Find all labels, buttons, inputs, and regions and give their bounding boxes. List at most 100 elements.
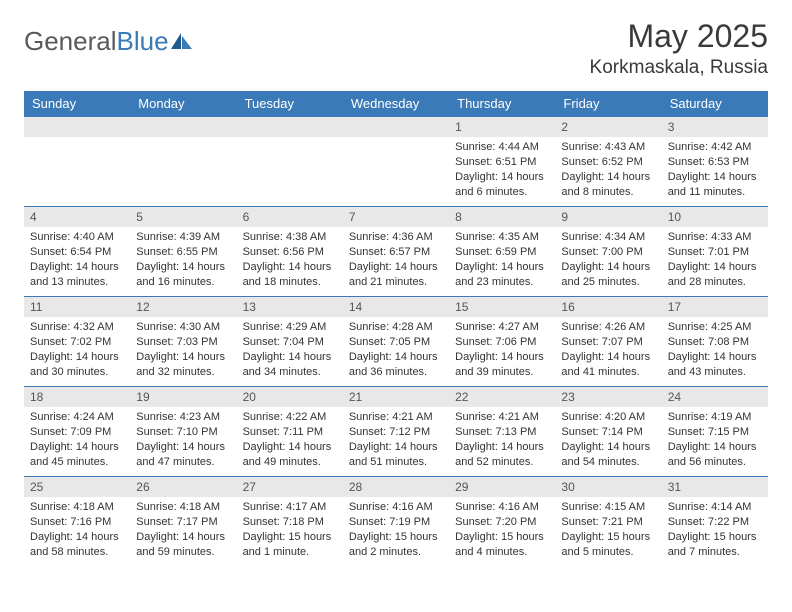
calendar-cell: 5Sunrise: 4:39 AMSunset: 6:55 PMDaylight…: [130, 207, 236, 297]
cell-body: Sunrise: 4:38 AMSunset: 6:56 PMDaylight:…: [237, 227, 343, 295]
day-number: 1: [449, 117, 555, 137]
calendar-cell: 6Sunrise: 4:38 AMSunset: 6:56 PMDaylight…: [237, 207, 343, 297]
daylight-line: Daylight: 14 hours and 32 minutes.: [136, 350, 230, 380]
cell-body: Sunrise: 4:16 AMSunset: 7:20 PMDaylight:…: [449, 497, 555, 565]
calendar-cell: 3Sunrise: 4:42 AMSunset: 6:53 PMDaylight…: [662, 117, 768, 207]
sunrise-line: Sunrise: 4:21 AM: [349, 410, 443, 425]
sunrise-line: Sunrise: 4:18 AM: [136, 500, 230, 515]
sunset-line: Sunset: 7:20 PM: [455, 515, 549, 530]
daylight-line: Daylight: 14 hours and 41 minutes.: [561, 350, 655, 380]
cell-body: Sunrise: 4:24 AMSunset: 7:09 PMDaylight:…: [24, 407, 130, 475]
sunset-line: Sunset: 7:17 PM: [136, 515, 230, 530]
day-number: 31: [662, 477, 768, 497]
daylight-line: Daylight: 14 hours and 18 minutes.: [243, 260, 337, 290]
calendar-cell: 14Sunrise: 4:28 AMSunset: 7:05 PMDayligh…: [343, 297, 449, 387]
calendar-cell: 22Sunrise: 4:21 AMSunset: 7:13 PMDayligh…: [449, 387, 555, 477]
sunrise-line: Sunrise: 4:23 AM: [136, 410, 230, 425]
sunrise-line: Sunrise: 4:43 AM: [561, 140, 655, 155]
day-header: Friday: [555, 91, 661, 117]
sunset-line: Sunset: 7:05 PM: [349, 335, 443, 350]
day-header: Thursday: [449, 91, 555, 117]
daylight-line: Daylight: 14 hours and 54 minutes.: [561, 440, 655, 470]
sunset-line: Sunset: 7:18 PM: [243, 515, 337, 530]
calendar-row: 4Sunrise: 4:40 AMSunset: 6:54 PMDaylight…: [24, 207, 768, 297]
calendar-cell: [130, 117, 236, 207]
daylight-line: Daylight: 14 hours and 59 minutes.: [136, 530, 230, 560]
calendar-cell: 13Sunrise: 4:29 AMSunset: 7:04 PMDayligh…: [237, 297, 343, 387]
cell-body: Sunrise: 4:21 AMSunset: 7:13 PMDaylight:…: [449, 407, 555, 475]
day-number: 3: [662, 117, 768, 137]
calendar-cell: 18Sunrise: 4:24 AMSunset: 7:09 PMDayligh…: [24, 387, 130, 477]
daylight-line: Daylight: 15 hours and 5 minutes.: [561, 530, 655, 560]
cell-body: Sunrise: 4:18 AMSunset: 7:16 PMDaylight:…: [24, 497, 130, 565]
day-number: 13: [237, 297, 343, 317]
sunset-line: Sunset: 6:56 PM: [243, 245, 337, 260]
sunset-line: Sunset: 6:55 PM: [136, 245, 230, 260]
daylight-line: Daylight: 14 hours and 28 minutes.: [668, 260, 762, 290]
cell-body: Sunrise: 4:28 AMSunset: 7:05 PMDaylight:…: [343, 317, 449, 385]
calendar-cell: [237, 117, 343, 207]
sunset-line: Sunset: 7:06 PM: [455, 335, 549, 350]
day-number: 7: [343, 207, 449, 227]
sunset-line: Sunset: 7:03 PM: [136, 335, 230, 350]
cell-body: Sunrise: 4:17 AMSunset: 7:18 PMDaylight:…: [237, 497, 343, 565]
day-number: 28: [343, 477, 449, 497]
day-header: Saturday: [662, 91, 768, 117]
day-number: [24, 117, 130, 137]
daylight-line: Daylight: 14 hours and 39 minutes.: [455, 350, 549, 380]
cell-body: Sunrise: 4:40 AMSunset: 6:54 PMDaylight:…: [24, 227, 130, 295]
day-number: 9: [555, 207, 661, 227]
calendar-row: 18Sunrise: 4:24 AMSunset: 7:09 PMDayligh…: [24, 387, 768, 477]
day-number: 17: [662, 297, 768, 317]
day-number: 30: [555, 477, 661, 497]
day-number: [343, 117, 449, 137]
month-title: May 2025: [590, 18, 768, 55]
calendar-cell: 2Sunrise: 4:43 AMSunset: 6:52 PMDaylight…: [555, 117, 661, 207]
cell-body: Sunrise: 4:33 AMSunset: 7:01 PMDaylight:…: [662, 227, 768, 295]
day-number: 12: [130, 297, 236, 317]
sunrise-line: Sunrise: 4:27 AM: [455, 320, 549, 335]
sunset-line: Sunset: 7:09 PM: [30, 425, 124, 440]
calendar-body: 1Sunrise: 4:44 AMSunset: 6:51 PMDaylight…: [24, 117, 768, 567]
logo-text-blue: Blue: [117, 26, 169, 56]
daylight-line: Daylight: 14 hours and 52 minutes.: [455, 440, 549, 470]
daylight-line: Daylight: 14 hours and 58 minutes.: [30, 530, 124, 560]
daylight-line: Daylight: 15 hours and 2 minutes.: [349, 530, 443, 560]
day-number: 5: [130, 207, 236, 227]
sunrise-line: Sunrise: 4:20 AM: [561, 410, 655, 425]
sunrise-line: Sunrise: 4:24 AM: [30, 410, 124, 425]
sunset-line: Sunset: 7:02 PM: [30, 335, 124, 350]
calendar-cell: 12Sunrise: 4:30 AMSunset: 7:03 PMDayligh…: [130, 297, 236, 387]
calendar-cell: 30Sunrise: 4:15 AMSunset: 7:21 PMDayligh…: [555, 477, 661, 567]
sunrise-line: Sunrise: 4:39 AM: [136, 230, 230, 245]
cell-body: Sunrise: 4:43 AMSunset: 6:52 PMDaylight:…: [555, 137, 661, 205]
cell-body: Sunrise: 4:32 AMSunset: 7:02 PMDaylight:…: [24, 317, 130, 385]
calendar-row: 25Sunrise: 4:18 AMSunset: 7:16 PMDayligh…: [24, 477, 768, 567]
day-number: 21: [343, 387, 449, 407]
calendar-cell: 27Sunrise: 4:17 AMSunset: 7:18 PMDayligh…: [237, 477, 343, 567]
day-number: 15: [449, 297, 555, 317]
daylight-line: Daylight: 15 hours and 4 minutes.: [455, 530, 549, 560]
daylight-line: Daylight: 14 hours and 13 minutes.: [30, 260, 124, 290]
sunrise-line: Sunrise: 4:32 AM: [30, 320, 124, 335]
calendar-cell: 9Sunrise: 4:34 AMSunset: 7:00 PMDaylight…: [555, 207, 661, 297]
day-header: Monday: [130, 91, 236, 117]
day-number: 18: [24, 387, 130, 407]
day-number: 11: [24, 297, 130, 317]
daylight-line: Daylight: 14 hours and 11 minutes.: [668, 170, 762, 200]
cell-body: Sunrise: 4:19 AMSunset: 7:15 PMDaylight:…: [662, 407, 768, 475]
cell-body: Sunrise: 4:18 AMSunset: 7:17 PMDaylight:…: [130, 497, 236, 565]
calendar-cell: 28Sunrise: 4:16 AMSunset: 7:19 PMDayligh…: [343, 477, 449, 567]
sunrise-line: Sunrise: 4:28 AM: [349, 320, 443, 335]
sunset-line: Sunset: 7:14 PM: [561, 425, 655, 440]
sunset-line: Sunset: 7:01 PM: [668, 245, 762, 260]
day-header: Tuesday: [237, 91, 343, 117]
sunset-line: Sunset: 7:12 PM: [349, 425, 443, 440]
cell-body: Sunrise: 4:15 AMSunset: 7:21 PMDaylight:…: [555, 497, 661, 565]
daylight-line: Daylight: 14 hours and 47 minutes.: [136, 440, 230, 470]
cell-body: Sunrise: 4:34 AMSunset: 7:00 PMDaylight:…: [555, 227, 661, 295]
sunset-line: Sunset: 7:11 PM: [243, 425, 337, 440]
cell-body: Sunrise: 4:44 AMSunset: 6:51 PMDaylight:…: [449, 137, 555, 205]
daylight-line: Daylight: 14 hours and 30 minutes.: [30, 350, 124, 380]
sunrise-line: Sunrise: 4:38 AM: [243, 230, 337, 245]
